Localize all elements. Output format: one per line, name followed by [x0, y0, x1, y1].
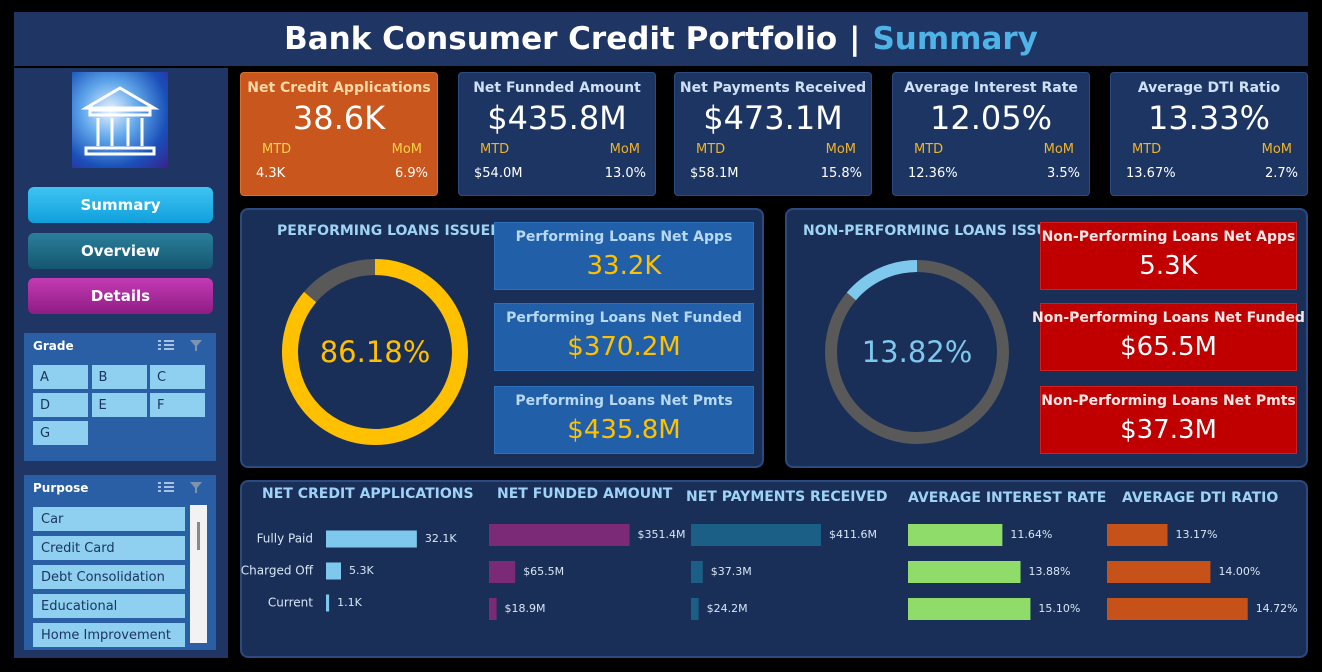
- header-bar: [14, 12, 1308, 66]
- kpi-mom-label: MoM: [1261, 142, 1292, 157]
- scrollbar: [190, 505, 207, 643]
- slicer-title: Grade: [33, 339, 74, 353]
- bottom-panel: [240, 480, 1308, 658]
- panel-title: NON-PERFORMING LOANS ISSUED: [803, 223, 1069, 239]
- nav-button[interactable]: Overview: [28, 232, 213, 269]
- slicer-icons: [156, 479, 206, 495]
- kpi-mtd-label: MTD: [696, 142, 726, 157]
- slicer-item[interactable]: Credit Card: [33, 536, 185, 560]
- kpi-mom-label: MoM: [391, 142, 422, 157]
- slicer-item[interactable]: Home Improvement: [33, 623, 185, 647]
- slicer: [24, 475, 216, 650]
- loan-card-title: Performing Loans Net Apps: [515, 229, 733, 245]
- kpi-card: [892, 72, 1090, 196]
- kpi-value: $435.8M: [487, 99, 627, 137]
- kpi-card: [240, 72, 438, 196]
- loan-card-value: 33.2K: [586, 251, 662, 281]
- slicer-item[interactable]: D: [33, 393, 88, 417]
- logo: [72, 72, 168, 168]
- kpi-mtd: $54.0M: [474, 166, 523, 181]
- loan-card: [1040, 303, 1297, 371]
- kpi-mom: 13.0%: [604, 166, 646, 181]
- kpi-card: [1110, 72, 1308, 196]
- slicer-item[interactable]: A: [33, 365, 88, 389]
- loan-card: [494, 386, 754, 454]
- loan-card-value: $435.8M: [567, 415, 681, 445]
- loan-card: [1040, 386, 1297, 454]
- kpi-title: Net Funnded Amount: [473, 80, 641, 96]
- loan-card: [494, 303, 754, 371]
- kpi-mom-label: MoM: [609, 142, 640, 157]
- panel-title: PERFORMING LOANS ISSUED: [277, 223, 502, 239]
- kpi-mtd: $58.1M: [690, 166, 739, 181]
- slicer-icon: [158, 340, 202, 351]
- kpi-mtd-label: MTD: [914, 142, 944, 157]
- kpi-title: Average DTI Ratio: [1137, 80, 1281, 96]
- kpi-mom: 6.9%: [394, 166, 428, 181]
- kpi-title: Net Credit Applications: [247, 80, 431, 96]
- loan-card-title: Performing Loans Net Funded: [506, 310, 742, 326]
- loan-card-value: $370.2M: [567, 332, 681, 362]
- kpi-value: 13.33%: [1147, 99, 1270, 137]
- slicer-item[interactable]: F: [150, 393, 205, 417]
- slicer-item[interactable]: G: [33, 421, 88, 445]
- slicer-item[interactable]: E: [91, 393, 147, 417]
- loan-card-title: Non-Performing Loans Net Apps: [1041, 229, 1296, 245]
- header-subtitle: Summary: [872, 21, 1038, 57]
- kpi-mtd-label: MTD: [480, 142, 510, 157]
- kpi-mtd-label: MTD: [1132, 142, 1162, 157]
- loan-card: [1040, 222, 1297, 290]
- slicer-item[interactable]: Car: [33, 507, 185, 531]
- loan-card-title: Non-Performing Loans Net Funded: [1032, 310, 1305, 326]
- kpi-title: Average Interest Rate: [904, 80, 1078, 96]
- kpi-card: [458, 72, 656, 196]
- bank-icon: [80, 86, 160, 156]
- slicer-title: Purpose: [33, 481, 89, 495]
- kpi-mom: 2.7%: [1264, 166, 1298, 181]
- kpi-mom-label: MoM: [825, 142, 856, 157]
- kpi-mom: 15.8%: [820, 166, 862, 181]
- header-separator: |: [849, 21, 861, 57]
- slicer-item[interactable]: Debt Consolidation: [33, 565, 185, 589]
- slicer-icons: [156, 337, 206, 353]
- slicer-item[interactable]: C: [150, 365, 205, 389]
- kpi-value: $473.1M: [703, 99, 843, 137]
- loan-card-value: $65.5M: [1120, 332, 1217, 362]
- kpi-mom: 3.5%: [1046, 166, 1080, 181]
- slicer-item[interactable]: Educational: [33, 594, 185, 618]
- kpi-value: 12.05%: [929, 99, 1052, 137]
- nav-button[interactable]: Details: [28, 278, 213, 314]
- loan-card-value: $37.3M: [1120, 415, 1217, 445]
- header-title: Bank Consumer Credit Portfolio | Summary: [14, 12, 1308, 66]
- kpi-mtd: 12.36%: [908, 166, 958, 181]
- loan-card-title: Non-Performing Loans Net Pmts: [1041, 393, 1296, 409]
- slicer-item[interactable]: B: [91, 365, 147, 389]
- kpi-mtd: 4.3K: [256, 166, 286, 181]
- scroll-thumb: [197, 522, 200, 550]
- kpi-title: Net Payments Received: [679, 80, 867, 96]
- loan-card-title: Performing Loans Net Pmts: [515, 393, 733, 409]
- header-title: Bank Consumer Credit Portfolio: [284, 21, 838, 57]
- kpi-mtd: 13.67%: [1126, 166, 1176, 181]
- loan-card-value: 5.3K: [1139, 251, 1198, 281]
- nav-button[interactable]: Summary: [28, 187, 213, 223]
- kpi-mom-label: MoM: [1043, 142, 1074, 157]
- kpi-mtd-label: MTD: [262, 142, 292, 157]
- kpi-card: [674, 72, 872, 196]
- slicer-icon: [158, 482, 202, 493]
- kpi-value: 38.6K: [292, 99, 386, 137]
- loan-card: [494, 222, 754, 290]
